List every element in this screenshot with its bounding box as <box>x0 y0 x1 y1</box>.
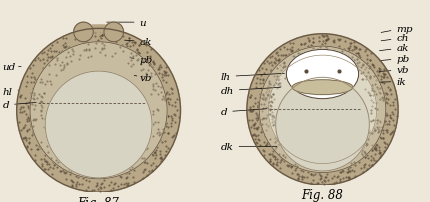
Text: ak: ak <box>380 44 409 53</box>
Ellipse shape <box>292 80 353 95</box>
Circle shape <box>104 23 123 42</box>
Text: Fig. 88: Fig. 88 <box>301 188 344 201</box>
Text: dk: dk <box>221 142 277 151</box>
Text: mp: mp <box>381 24 413 33</box>
Text: ch: ch <box>381 34 409 43</box>
Text: dh: dh <box>221 86 280 96</box>
Text: ik: ik <box>380 78 406 86</box>
Circle shape <box>30 42 167 179</box>
Text: pb: pb <box>380 55 410 64</box>
Text: ud: ud <box>3 63 21 72</box>
Circle shape <box>247 35 398 185</box>
Text: pb: pb <box>132 56 153 65</box>
Text: d: d <box>3 101 36 110</box>
Text: vb: vb <box>380 66 409 75</box>
Circle shape <box>17 29 181 192</box>
Text: hl: hl <box>3 88 18 97</box>
Text: ak: ak <box>125 38 152 47</box>
Text: d: d <box>221 108 267 117</box>
Text: u: u <box>107 19 146 27</box>
Text: lh: lh <box>221 73 284 82</box>
Ellipse shape <box>286 50 359 99</box>
Circle shape <box>276 78 369 171</box>
Circle shape <box>268 56 377 164</box>
Circle shape <box>74 23 93 42</box>
Text: Fig. 87: Fig. 87 <box>78 196 120 202</box>
Circle shape <box>259 47 386 173</box>
Circle shape <box>45 72 152 178</box>
Text: vb: vb <box>134 74 152 82</box>
